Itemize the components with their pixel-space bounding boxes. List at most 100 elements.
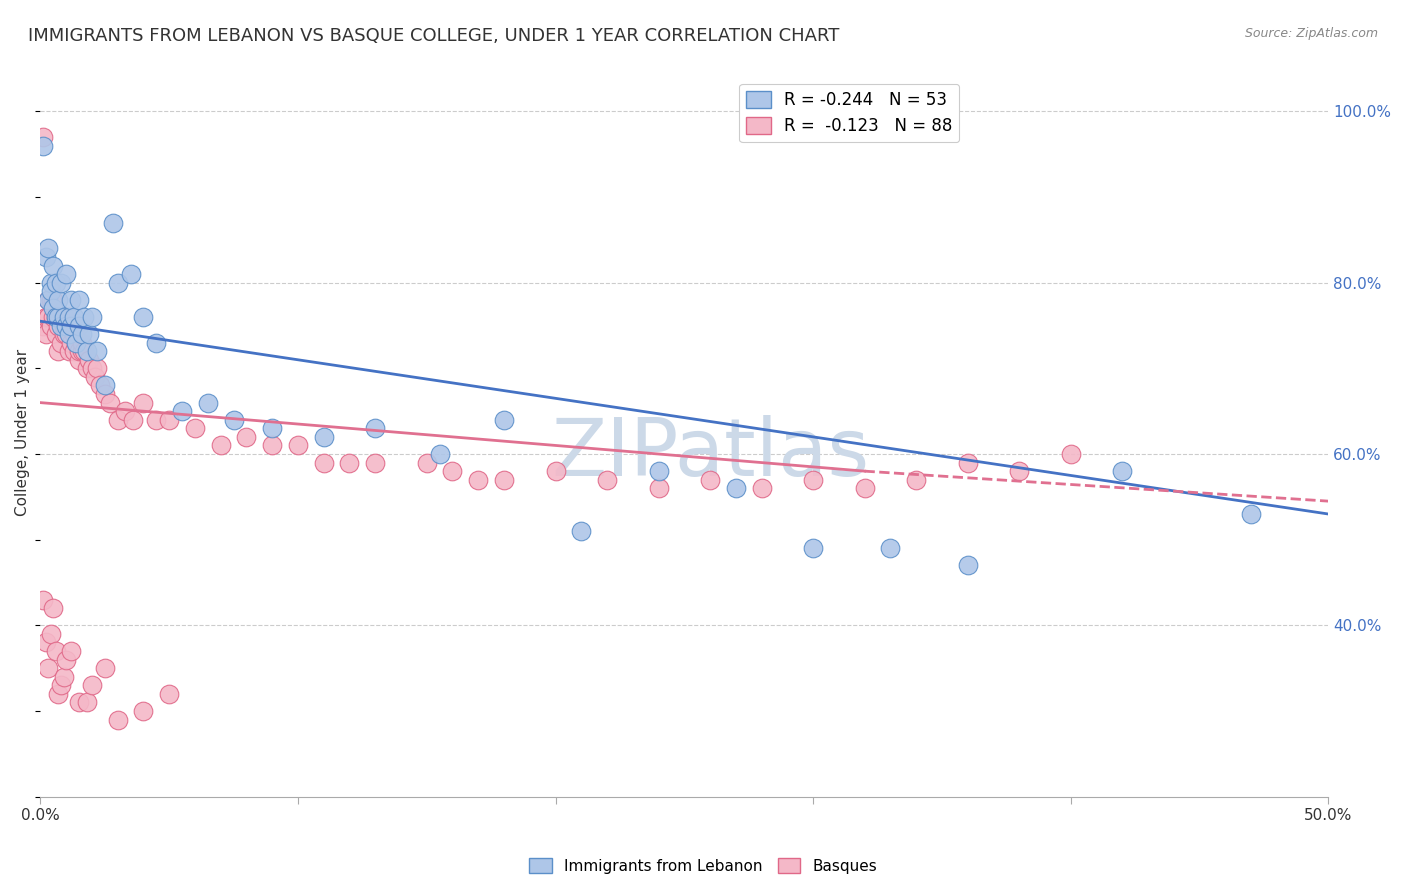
Point <box>52 327 75 342</box>
Point <box>956 456 979 470</box>
Point <box>39 293 62 307</box>
Point <box>132 704 155 718</box>
Point <box>48 293 70 307</box>
Point <box>170 404 193 418</box>
Point <box>60 293 83 307</box>
Point <box>73 310 96 324</box>
Point <box>34 310 56 324</box>
Point <box>63 310 86 324</box>
Point <box>55 318 77 333</box>
Point <box>32 130 55 145</box>
Point <box>107 413 129 427</box>
Point <box>45 310 67 324</box>
Point <box>101 216 124 230</box>
Text: IMMIGRANTS FROM LEBANON VS BASQUE COLLEGE, UNDER 1 YEAR CORRELATION CHART: IMMIGRANTS FROM LEBANON VS BASQUE COLLEG… <box>28 27 839 45</box>
Point <box>48 344 70 359</box>
Point <box>42 601 65 615</box>
Point <box>65 335 87 350</box>
Point <box>32 592 55 607</box>
Point <box>222 413 245 427</box>
Point <box>287 438 309 452</box>
Point <box>89 378 111 392</box>
Point <box>197 395 219 409</box>
Point <box>339 456 361 470</box>
Point <box>262 438 284 452</box>
Point <box>184 421 207 435</box>
Point <box>157 687 180 701</box>
Point <box>70 327 93 342</box>
Point <box>364 456 387 470</box>
Point <box>145 413 167 427</box>
Point <box>76 695 98 709</box>
Point <box>55 327 77 342</box>
Point <box>67 318 90 333</box>
Point <box>157 413 180 427</box>
Point <box>94 387 117 401</box>
Point <box>70 344 93 359</box>
Point <box>37 661 59 675</box>
Point <box>80 361 103 376</box>
Point <box>76 361 98 376</box>
Point <box>416 456 439 470</box>
Point <box>55 652 77 666</box>
Point <box>34 635 56 649</box>
Point <box>55 267 77 281</box>
Point <box>67 695 90 709</box>
Point <box>699 473 721 487</box>
Point <box>67 344 90 359</box>
Point <box>49 276 72 290</box>
Point <box>42 259 65 273</box>
Point <box>37 293 59 307</box>
Point <box>58 318 80 333</box>
Point <box>55 310 77 324</box>
Point <box>364 421 387 435</box>
Point <box>49 678 72 692</box>
Point <box>67 352 90 367</box>
Point <box>441 464 464 478</box>
Point <box>235 430 257 444</box>
Point <box>49 310 72 324</box>
Point <box>49 318 72 333</box>
Point <box>32 318 55 333</box>
Point <box>58 310 80 324</box>
Point <box>37 310 59 324</box>
Point <box>48 687 70 701</box>
Point <box>492 413 515 427</box>
Point <box>905 473 928 487</box>
Point <box>52 318 75 333</box>
Point <box>48 318 70 333</box>
Point <box>32 138 55 153</box>
Point <box>1059 447 1081 461</box>
Point <box>429 447 451 461</box>
Point <box>58 344 80 359</box>
Point <box>39 285 62 299</box>
Point <box>39 627 62 641</box>
Point <box>647 464 669 478</box>
Point <box>48 310 70 324</box>
Point <box>39 276 62 290</box>
Point <box>801 473 824 487</box>
Point <box>45 327 67 342</box>
Legend: Immigrants from Lebanon, Basques: Immigrants from Lebanon, Basques <box>523 852 883 880</box>
Point <box>956 558 979 573</box>
Point <box>751 481 773 495</box>
Point <box>42 301 65 316</box>
Point <box>39 318 62 333</box>
Point <box>34 250 56 264</box>
Point <box>724 481 747 495</box>
Point <box>79 327 101 342</box>
Point <box>37 241 59 255</box>
Point <box>34 327 56 342</box>
Text: Source: ZipAtlas.com: Source: ZipAtlas.com <box>1244 27 1378 40</box>
Legend: R = -0.244   N = 53, R =  -0.123   N = 88: R = -0.244 N = 53, R = -0.123 N = 88 <box>740 84 959 142</box>
Point <box>52 310 75 324</box>
Point <box>122 413 145 427</box>
Point <box>132 310 155 324</box>
Point <box>42 310 65 324</box>
Point <box>209 438 232 452</box>
Point <box>60 644 83 658</box>
Point <box>73 344 96 359</box>
Point <box>1240 507 1263 521</box>
Point <box>58 327 80 342</box>
Point <box>114 404 136 418</box>
